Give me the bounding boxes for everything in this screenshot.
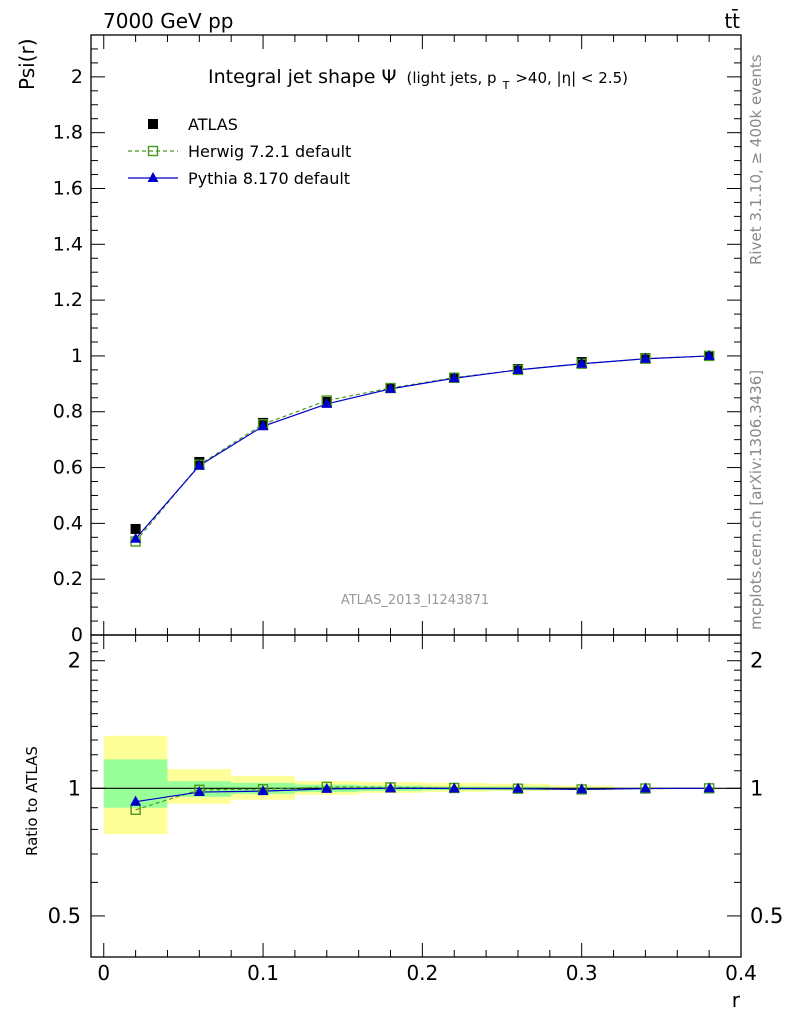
chart-title-cond-sub: T: [502, 79, 510, 92]
ratio-point-1: [703, 782, 715, 793]
y-axis-label-main: Psi(r): [15, 38, 39, 90]
legend: ATLAS Herwig 7.2.1 default Pythia 8.170 de…: [128, 115, 351, 188]
chart-title-cond-1: (light jets, p: [407, 69, 497, 87]
ratio-point-1: [448, 782, 460, 793]
ratio-point-1: [639, 782, 651, 793]
ratio-point-1: [130, 795, 142, 806]
ratio-y-tick-label: 0.5: [750, 904, 783, 928]
ratio-y-tick-label: 1: [750, 776, 763, 800]
legend-marker-2: [147, 172, 159, 182]
collision-label: 7000 GeV pp: [103, 9, 234, 33]
y-axis-label-ratio: Ratio to ATLAS: [23, 746, 41, 856]
legend-label-2: Pythia 8.170 default: [188, 169, 350, 188]
y-tick-label: 1.2: [53, 289, 83, 311]
y-tick-label: 1.8: [53, 122, 83, 144]
y-tick-label: 1.6: [53, 177, 83, 199]
chart-title: Integral jet shape Ψ (light jets, p T >4…: [208, 66, 628, 94]
y-tick-label: 0.4: [53, 512, 83, 534]
rivet-label: Rivet 3.1.10, ≥ 400k events: [747, 54, 765, 265]
legend-marker-0: [148, 119, 158, 129]
process-label: tt̄: [724, 8, 740, 33]
data-point-2: [321, 397, 333, 408]
ratio-point-1: [385, 782, 397, 793]
ratio-point-1: [193, 786, 205, 797]
ratio-series-line-1: [135, 787, 710, 803]
data-point-2: [512, 363, 524, 374]
chart-title-cond-2: >40, |η| < 2.5): [515, 69, 628, 87]
ratio-y-tick-label: 2: [68, 649, 81, 673]
legend-marker-1: [147, 145, 159, 157]
main-panel: 0 0.2 0.4 0.6 0.8 1 1.2 1.4 1.6 1.8 2: [53, 34, 742, 646]
mcplots-label: mcplots.cern.ch [arXiv:1306.3436]: [747, 370, 765, 630]
ratio-panel: 0.5 0.5 1 1 2 2 0 0.1 0.2 0.3 0.4: [48, 634, 783, 985]
y-tick-label: 1.4: [53, 233, 83, 255]
analysis-watermark: ATLAS_2013_I1243871: [341, 593, 489, 608]
data-point-2: [385, 382, 397, 393]
x-tick-label: 0: [97, 961, 110, 985]
y-tick-label: 1: [71, 345, 83, 367]
y-tick-label: 2: [71, 66, 83, 88]
x-axis-label: r: [732, 988, 741, 1012]
x-tick-label: 0.1: [247, 961, 279, 985]
ratio-point-1: [257, 785, 269, 796]
y-tick-label: 0.6: [53, 457, 83, 479]
y-tick-label: 0.8: [53, 401, 83, 423]
data-point-2: [576, 357, 588, 368]
ratio-series-line-0: [135, 786, 710, 811]
data-point-2: [639, 352, 651, 363]
ratio-frame: [90, 634, 742, 958]
series-line-2: [135, 355, 710, 540]
ratio-point-1: [576, 783, 588, 794]
x-tick-label: 0.2: [406, 961, 438, 985]
data-point-2: [703, 349, 715, 360]
ratio-y-tick-label: 0.5: [48, 904, 81, 928]
data-point-0: [130, 523, 141, 534]
legend-label-1: Herwig 7.2.1 default: [188, 142, 351, 161]
chart-title-main: Integral jet shape: [208, 66, 375, 88]
data-point-2: [193, 459, 205, 470]
data-point-2: [130, 532, 142, 543]
y-tick-label: 0: [71, 624, 83, 646]
chart-title-symbol: Ψ: [381, 66, 396, 88]
ratio-point-1: [512, 782, 524, 793]
y-tick-label: 0.2: [53, 568, 83, 590]
x-tick-label: 0.3: [566, 961, 598, 985]
ratio-point-1: [321, 782, 333, 793]
data-point-2: [448, 372, 460, 383]
x-tick-label: 0.4: [725, 961, 757, 985]
data-point-2: [257, 420, 269, 431]
ratio-y-tick-label: 2: [750, 649, 763, 673]
legend-label-0: ATLAS: [188, 115, 238, 134]
ratio-y-tick-label: 1: [68, 776, 81, 800]
